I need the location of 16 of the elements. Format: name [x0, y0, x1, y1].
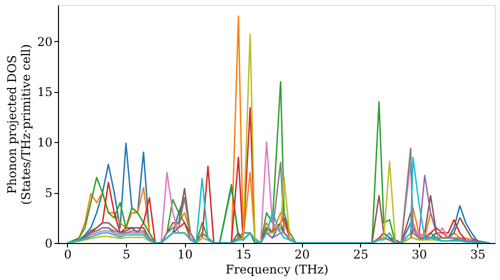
line-series	[66, 80, 478, 243]
y-tick-label: 15	[37, 85, 52, 100]
x-tick-label: 10	[177, 248, 193, 262]
x-tick-label: 25	[353, 248, 368, 262]
x-tick-label: 15	[236, 248, 252, 262]
x-axis-title: Frequency (THz)	[226, 262, 328, 276]
x-tick-label: 30	[412, 248, 427, 262]
x-tick-label: 20	[294, 248, 310, 262]
x-tick-label: 5	[122, 248, 130, 262]
y-tick-label: 10	[37, 136, 52, 150]
y-axis-title: Phonon projected DOS (States/THz·primitive cell)	[5, 44, 34, 205]
y-tick-label: 0	[44, 236, 52, 250]
y-tick-label: 20	[37, 34, 52, 49]
y-tick-label: 5	[44, 186, 52, 200]
x-tick-label: 0	[64, 248, 72, 262]
x-tick-label: 35	[470, 248, 486, 262]
